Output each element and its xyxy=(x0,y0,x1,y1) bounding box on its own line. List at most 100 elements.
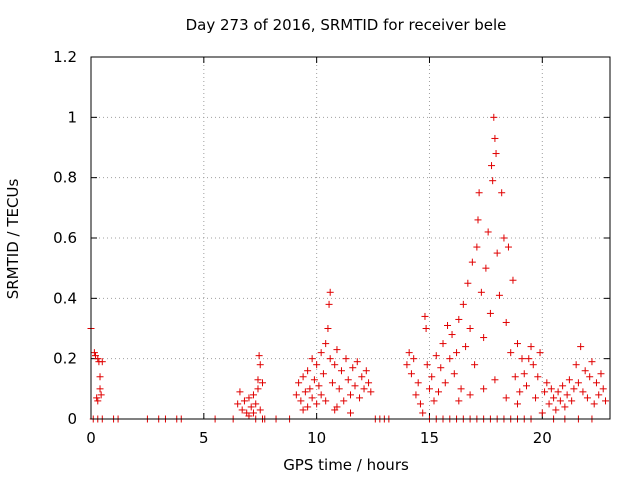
data-point xyxy=(255,352,263,360)
data-point xyxy=(439,340,447,348)
data-point xyxy=(306,385,314,393)
data-point xyxy=(295,379,303,387)
data-point xyxy=(435,388,443,396)
data-point xyxy=(577,343,585,351)
data-point xyxy=(495,291,503,299)
data-point xyxy=(455,315,463,323)
data-point xyxy=(492,150,500,158)
y-tick-label: 0.8 xyxy=(53,169,77,187)
data-point xyxy=(254,376,262,384)
data-point xyxy=(430,397,438,405)
data-point xyxy=(543,379,551,387)
data-point xyxy=(240,397,248,405)
data-point xyxy=(367,388,375,396)
data-point xyxy=(412,391,420,399)
data-point xyxy=(541,388,549,396)
data-point xyxy=(446,355,454,363)
data-point xyxy=(486,309,494,317)
data-point xyxy=(358,373,366,381)
data-point xyxy=(450,370,458,378)
data-point xyxy=(457,385,465,393)
data-point xyxy=(313,400,321,408)
data-point xyxy=(423,361,431,369)
data-point xyxy=(545,400,553,408)
data-point xyxy=(319,370,327,378)
data-point xyxy=(325,300,333,308)
data-point xyxy=(491,134,499,142)
y-tick-label: 1 xyxy=(67,108,77,126)
data-point xyxy=(504,243,512,251)
data-point xyxy=(308,394,316,402)
data-point xyxy=(527,343,535,351)
data-point xyxy=(422,325,430,332)
data-point xyxy=(597,370,605,378)
data-point xyxy=(570,385,578,393)
data-point xyxy=(480,385,488,393)
data-point xyxy=(493,249,501,257)
data-point xyxy=(96,385,104,393)
x-tick-label: 10 xyxy=(307,429,326,447)
data-point xyxy=(347,391,354,399)
data-point xyxy=(297,397,305,405)
data-point xyxy=(534,373,542,381)
data-point xyxy=(94,355,102,363)
data-point xyxy=(97,391,105,399)
y-tick-label: 0.4 xyxy=(53,289,77,307)
data-point xyxy=(511,373,519,381)
data-point xyxy=(317,391,325,399)
data-point xyxy=(324,325,332,332)
data-point xyxy=(299,406,307,414)
data-point xyxy=(356,394,364,402)
data-point xyxy=(313,361,321,369)
data-point xyxy=(490,113,498,121)
data-point xyxy=(416,400,424,408)
data-point xyxy=(513,340,521,348)
data-point xyxy=(310,376,318,384)
data-point xyxy=(547,385,555,393)
data-point xyxy=(326,288,334,296)
data-point xyxy=(507,349,515,357)
data-point xyxy=(335,385,343,393)
data-point xyxy=(342,355,350,363)
data-point xyxy=(234,400,242,408)
data-point xyxy=(468,258,476,266)
data-point xyxy=(90,349,98,357)
data-point xyxy=(491,376,499,384)
data-point xyxy=(403,361,411,369)
data-point xyxy=(518,355,526,363)
data-point xyxy=(304,367,312,375)
data-point xyxy=(516,388,524,396)
data-point xyxy=(565,376,573,384)
data-point xyxy=(340,397,348,405)
data-point xyxy=(315,382,323,390)
data-point xyxy=(93,394,101,402)
data-point xyxy=(249,391,257,399)
y-tick-label: 0.6 xyxy=(53,229,77,247)
data-point xyxy=(523,382,531,390)
data-point xyxy=(432,352,440,360)
data-point xyxy=(236,388,244,396)
axis-ticks: 0 0.2 0.4 0.6 0.8 1 1.2 0 5 10 15 20 xyxy=(53,48,610,447)
data-point xyxy=(453,349,461,357)
data-point xyxy=(554,388,562,396)
data-point xyxy=(331,361,339,369)
data-point xyxy=(459,300,467,308)
data-point xyxy=(256,361,264,369)
data-point xyxy=(308,355,316,363)
x-axis-label: GPS time / hours xyxy=(283,456,409,474)
x-tick-label: 15 xyxy=(420,429,439,447)
data-point xyxy=(473,243,481,251)
data-point xyxy=(419,409,427,417)
data-point xyxy=(559,382,567,390)
data-point xyxy=(351,382,359,390)
data-points xyxy=(87,113,609,423)
data-point xyxy=(254,385,262,393)
data-point xyxy=(441,379,449,387)
data-point xyxy=(599,385,607,393)
data-point xyxy=(98,358,106,366)
data-point xyxy=(448,331,456,339)
data-point xyxy=(488,162,496,170)
data-point xyxy=(592,379,600,387)
data-point xyxy=(94,397,102,405)
data-point xyxy=(595,391,603,399)
